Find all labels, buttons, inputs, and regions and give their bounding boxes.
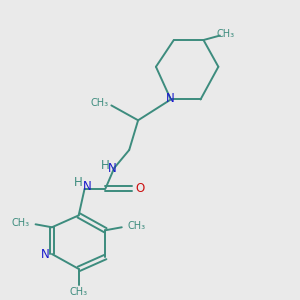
Text: O: O xyxy=(135,182,144,195)
Text: CH₃: CH₃ xyxy=(90,98,108,108)
Text: H: H xyxy=(74,176,83,189)
Text: H: H xyxy=(101,159,110,172)
Text: N: N xyxy=(108,162,116,175)
Text: N: N xyxy=(41,248,50,260)
Text: CH₃: CH₃ xyxy=(70,287,88,297)
Text: CH₃: CH₃ xyxy=(128,221,146,231)
Text: N: N xyxy=(83,180,92,193)
Text: N: N xyxy=(166,92,175,105)
Text: CH₃: CH₃ xyxy=(217,29,235,39)
Text: CH₃: CH₃ xyxy=(11,218,30,228)
